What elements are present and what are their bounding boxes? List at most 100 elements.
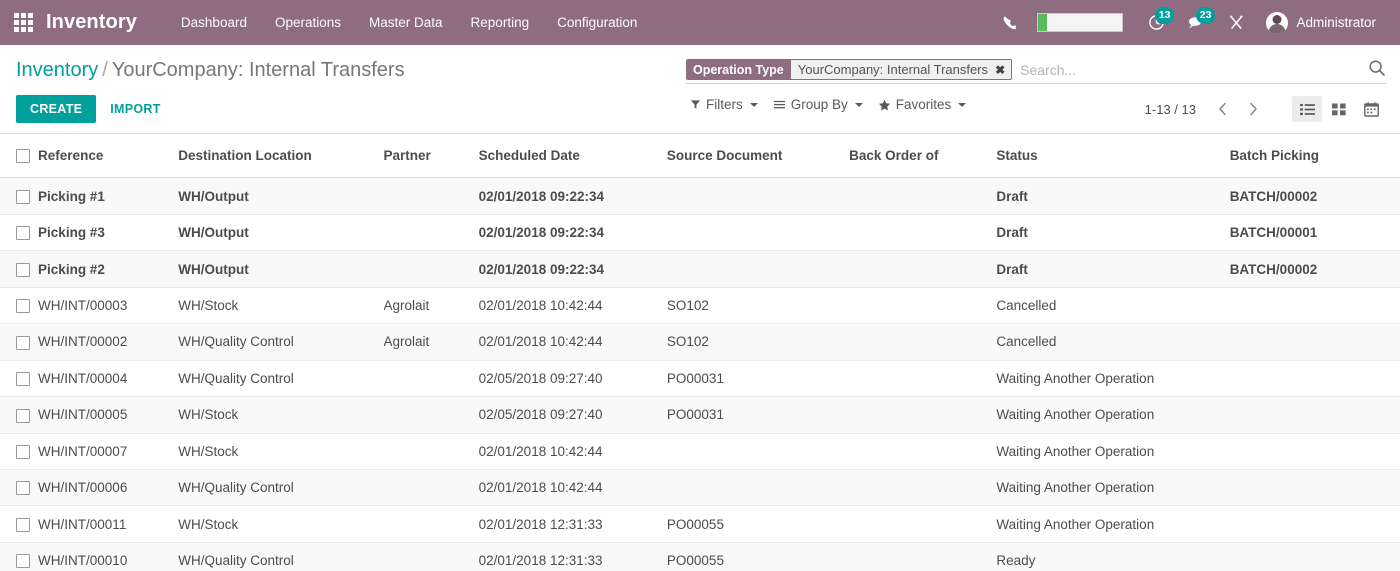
search-icon: [1369, 60, 1385, 76]
table-row[interactable]: Picking #1 WH/Output 02/01/2018 09:22:34 Dr…: [0, 177, 1400, 215]
column-header-status[interactable]: Status: [996, 134, 1230, 179]
tools-button[interactable]: [1217, 0, 1256, 45]
column-header-back-order-of[interactable]: Back Order of: [849, 134, 997, 179]
search-input[interactable]: [1012, 59, 1386, 80]
pager-next-button[interactable]: [1238, 100, 1268, 118]
cell-source-document: [666, 469, 850, 507]
tools-wrench-icon: [1230, 15, 1243, 29]
table-row[interactable]: WH/INT/00002 WH/Quality Control Agrolait 02…: [0, 323, 1400, 361]
column-header-batch-picking[interactable]: Batch Picking: [1229, 134, 1400, 179]
breadcrumb-root[interactable]: Inventory: [16, 59, 99, 81]
column-header-reference[interactable]: Reference: [38, 134, 179, 179]
cell-partner: [383, 177, 479, 215]
cell-back-order-of: [849, 250, 997, 288]
cell-back-order-of: [849, 505, 997, 543]
cell-reference: WH/INT/00011: [38, 505, 179, 543]
table-row[interactable]: WH/INT/00004 WH/Quality Control 02/05/2018…: [0, 360, 1400, 398]
search-facet-value: YourCompany: Internal Transfers ✖: [790, 60, 1012, 79]
table-row[interactable]: WH/INT/00011 WH/Stock 02/01/2018 12:31:33 P…: [0, 505, 1400, 543]
cell-partner: [383, 360, 479, 398]
kanban-view-icon: [1332, 103, 1346, 115]
column-header-source-document[interactable]: Source Document: [666, 134, 850, 179]
activities-button[interactable]: 13: [1137, 0, 1176, 45]
pager-previous-button[interactable]: [1208, 100, 1238, 118]
cell-destination-location: WH/Quality Control: [178, 323, 384, 361]
search-facet-label: Operation Type: [687, 60, 791, 79]
search-submit-button[interactable]: [1362, 59, 1386, 82]
cell-reference: Picking #3: [38, 214, 179, 252]
row-checkbox[interactable]: [16, 372, 30, 387]
table-row[interactable]: WH/INT/00006 WH/Quality Control 02/01/2018…: [0, 469, 1400, 507]
row-checkbox[interactable]: [16, 335, 30, 350]
create-button[interactable]: CREATE: [16, 95, 97, 123]
row-checkbox[interactable]: [16, 299, 30, 314]
import-button[interactable]: IMPORT: [102, 95, 168, 123]
cell-scheduled-date: 02/01/2018 10:42:44: [478, 287, 667, 325]
messages-button[interactable]: 23: [1176, 0, 1217, 45]
apps-grid-icon: [13, 13, 33, 32]
user-menu[interactable]: Administrator: [1256, 11, 1382, 34]
cell-status: Waiting Another Operation: [996, 505, 1230, 543]
cell-destination-location: WH/Stock: [178, 396, 384, 434]
apps-menu-button[interactable]: [0, 0, 46, 45]
row-checkbox[interactable]: [16, 408, 30, 423]
cell-source-document: PO00031: [666, 396, 850, 434]
table-row[interactable]: WH/INT/00005 WH/Stock 02/05/2018 09:27:40 P…: [0, 396, 1400, 434]
row-select-cell: [0, 542, 39, 571]
table-row[interactable]: Picking #2 WH/Output 02/01/2018 09:22:34 Dr…: [0, 250, 1400, 288]
cell-batch-picking: BATCH/00002: [1229, 177, 1400, 215]
phone-button[interactable]: [991, 0, 1029, 45]
row-checkbox[interactable]: [16, 517, 30, 532]
favorites-dropdown[interactable]: Favorites: [878, 97, 967, 112]
cell-reference: WH/INT/00002: [38, 323, 179, 361]
menu-item-operations[interactable]: Operations: [274, 15, 342, 30]
cell-reference: WH/INT/00005: [38, 396, 179, 434]
table-row[interactable]: WH/INT/00010 WH/Quality Control 02/01/2018…: [0, 542, 1400, 571]
listview-container: Reference Destination Location Partner S…: [0, 134, 1400, 571]
cell-batch-picking: BATCH/00002: [1229, 250, 1400, 288]
cell-back-order-of: [849, 469, 997, 507]
row-checkbox[interactable]: [16, 554, 30, 569]
menu-item-master-data[interactable]: Master Data: [369, 15, 443, 30]
cell-partner: [383, 433, 479, 470]
row-checkbox[interactable]: [16, 189, 30, 204]
view-switcher: [1292, 96, 1386, 122]
cell-destination-location: WH/Output: [178, 250, 384, 288]
cell-source-document: [666, 433, 850, 470]
row-checkbox[interactable]: [16, 481, 30, 496]
view-switcher-calendar[interactable]: [1356, 96, 1386, 122]
cell-destination-location: WH/Quality Control: [178, 469, 384, 507]
column-header-destination-location[interactable]: Destination Location: [178, 134, 384, 179]
cell-reference: WH/INT/00003: [38, 287, 179, 325]
table-row[interactable]: Picking #3 WH/Output 02/01/2018 09:22:34 Dr…: [0, 214, 1400, 252]
menu-item-reporting[interactable]: Reporting: [470, 15, 530, 30]
row-checkbox[interactable]: [16, 262, 30, 277]
view-switcher-kanban[interactable]: [1324, 96, 1354, 122]
search-facet-operation-type[interactable]: Operation Type YourCompany: Internal Tra…: [686, 59, 1013, 80]
cell-partner: [383, 214, 479, 252]
cell-source-document: [666, 177, 850, 215]
column-header-partner[interactable]: Partner: [383, 134, 479, 179]
select-all-checkbox[interactable]: [16, 149, 30, 164]
menu-item-configuration[interactable]: Configuration: [557, 15, 638, 30]
cell-back-order-of: [849, 396, 997, 434]
cell-destination-location: WH/Stock: [178, 433, 384, 470]
filters-dropdown[interactable]: Filters: [690, 97, 758, 112]
table-row[interactable]: WH/INT/00007 WH/Stock 02/01/2018 10:42:44 W…: [0, 433, 1400, 470]
chevron-down-icon: [958, 102, 967, 107]
cell-batch-picking: [1229, 287, 1400, 325]
column-header-scheduled-date[interactable]: Scheduled Date: [478, 134, 667, 179]
progress-bar-widget[interactable]: [1037, 13, 1124, 32]
search-facet-remove-icon[interactable]: ✖: [995, 62, 1006, 77]
row-checkbox[interactable]: [16, 226, 30, 241]
app-brand-title[interactable]: Inventory: [46, 11, 137, 33]
row-checkbox[interactable]: [16, 444, 30, 459]
cell-status: Waiting Another Operation: [996, 433, 1230, 470]
menu-item-dashboard[interactable]: Dashboard: [180, 15, 247, 30]
group-by-dropdown[interactable]: Group By: [773, 97, 863, 112]
row-select-cell: [0, 250, 39, 288]
row-select-cell: [0, 177, 39, 215]
view-switcher-list[interactable]: [1292, 96, 1322, 122]
table-row[interactable]: WH/INT/00003 WH/Stock Agrolait 02/01/2018 1…: [0, 287, 1400, 325]
cell-status: Ready: [996, 542, 1230, 571]
